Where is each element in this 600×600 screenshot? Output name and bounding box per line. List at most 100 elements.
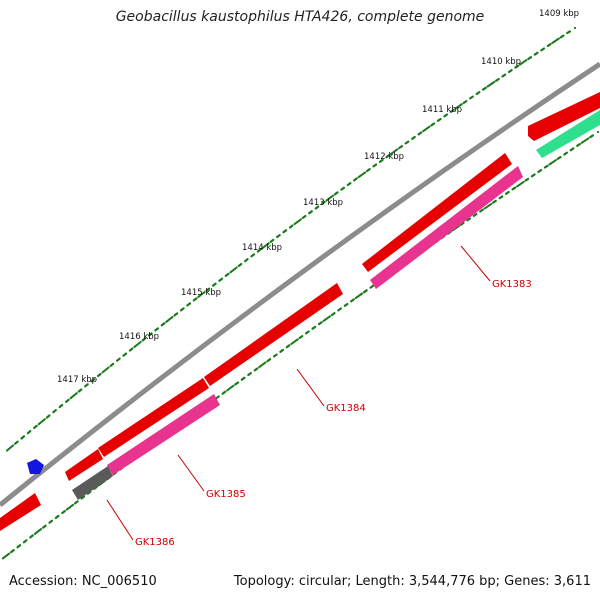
- inner-track-tick: [290, 338, 299, 345]
- inner-track-tick: [266, 358, 272, 363]
- inner-track-tick: [492, 199, 497, 204]
- blue-feature-marker[interactable]: [27, 459, 44, 474]
- ruler-tick: [141, 337, 147, 342]
- ruler-tick: [366, 168, 371, 173]
- cds-gk1383-reverse[interactable]: [370, 166, 523, 289]
- gene-leader-lines: [106, 245, 491, 541]
- inner-track-tick: [511, 186, 517, 191]
- inner-track-tick: [576, 143, 582, 147]
- cds-forward-1386[interactable]: [65, 449, 103, 481]
- leader-gk1385: [177, 454, 205, 492]
- inner-track-tick: [29, 534, 34, 539]
- cds-teal-reverse[interactable]: [536, 110, 600, 158]
- ruler-tick: [69, 392, 78, 400]
- inner-track-tick: [498, 195, 504, 200]
- ruler-label-1415: 1415 kbp: [181, 288, 221, 298]
- cds-forward-left[interactable]: [0, 493, 41, 531]
- ruler-tick: [518, 59, 528, 66]
- inner-track-tick: [363, 289, 368, 294]
- inner-track-tick: [343, 302, 349, 307]
- ruler-tick: [411, 135, 416, 140]
- inner-track-tick: [80, 495, 86, 500]
- ruler-tick: [148, 332, 153, 337]
- inner-track-tick: [516, 180, 525, 188]
- inner-track-tick: [563, 151, 569, 156]
- ruler-tick: [301, 214, 307, 219]
- gene-label-gk1385[interactable]: GK1385: [206, 489, 246, 500]
- ruler-label-1412: 1412 kbp: [364, 152, 404, 162]
- inner-track-tick: [73, 500, 79, 505]
- inner-track-tick: [350, 298, 355, 303]
- inner-track-tick: [279, 348, 285, 353]
- cds-forward-1385[interactable]: [98, 378, 209, 457]
- ruler-tick: [256, 248, 262, 253]
- ruler-tick: [398, 145, 403, 150]
- ruler-tick: [449, 108, 455, 113]
- inner-track-tick: [16, 544, 22, 549]
- ruler-tick: [462, 99, 468, 105]
- ruler-tick: [128, 347, 134, 352]
- inner-track-tick: [317, 321, 323, 326]
- ruler-tick: [179, 307, 185, 312]
- inner-track-tick: [330, 312, 336, 317]
- ruler-tick: [276, 234, 281, 239]
- cds-forward-1409[interactable]: [528, 92, 600, 141]
- ruler-tick: [333, 191, 339, 196]
- ruler-tick: [404, 140, 410, 145]
- ruler-tick: [205, 287, 211, 292]
- ruler-tick: [186, 302, 192, 307]
- cds-gk1385-reverse[interactable]: [107, 394, 220, 475]
- ruler-tick: [551, 37, 560, 44]
- ruler-label-1411: 1411 kbp: [422, 105, 462, 115]
- inner-track-tick: [272, 353, 278, 358]
- ruler-tick: [559, 34, 565, 39]
- inner-track-tick: [86, 490, 92, 495]
- ruler-label-1416: 1416 kbp: [119, 332, 159, 342]
- inner-track-tick: [305, 330, 310, 335]
- inner-track-tick: [589, 134, 595, 139]
- ruler-tick: [14, 440, 19, 445]
- ruler-tick: [482, 86, 487, 91]
- leader-gk1386: [106, 499, 134, 541]
- inner-track-tick: [543, 164, 549, 169]
- ruler-tick: [211, 282, 217, 287]
- cds-gk1383-forward[interactable]: [362, 153, 512, 272]
- ruler-tick: [52, 409, 57, 414]
- inner-track-tick: [524, 177, 530, 182]
- ruler-tick: [454, 103, 463, 110]
- ruler-tick: [501, 73, 507, 78]
- inner-track-tick: [530, 173, 536, 178]
- ruler-tick: [5, 444, 15, 452]
- inner-track-tick: [580, 137, 590, 144]
- ruler-label-1410: 1410 kbp: [481, 57, 521, 67]
- inner-track-tick: [311, 325, 317, 330]
- ruler-tick: [417, 131, 423, 136]
- ruler-tick: [218, 277, 224, 282]
- cds-gk1384-forward[interactable]: [204, 283, 343, 386]
- inner-track-tick: [65, 503, 75, 511]
- ruler-tick: [115, 357, 121, 362]
- ruler-tick: [77, 388, 83, 393]
- inner-track-tick: [48, 519, 54, 524]
- inner-track-tick: [41, 524, 47, 529]
- ruler-tick: [507, 69, 513, 74]
- ruler-tick: [45, 414, 51, 419]
- ruler-tick: [122, 352, 128, 357]
- gene-label-gk1383[interactable]: GK1383: [492, 279, 532, 290]
- gene-label-gk1386[interactable]: GK1386: [135, 537, 175, 548]
- ruler-tick: [469, 95, 474, 100]
- ruler-tick: [314, 205, 320, 210]
- gene-label-gk1384[interactable]: GK1384: [326, 403, 366, 414]
- ruler-tick: [224, 272, 230, 277]
- ruler-tick: [436, 117, 442, 122]
- ruler-tick: [282, 229, 288, 234]
- cds-gk1386-reverse[interactable]: [72, 466, 113, 500]
- ruler-tick: [197, 291, 206, 298]
- ruler-tick: [288, 224, 294, 229]
- inner-track-tick: [483, 202, 493, 210]
- inner-track-tick: [10, 548, 15, 554]
- ruler-labels: 1409 kbp 1410 kbp 1411 kbp 1412 kbp 1413…: [57, 9, 579, 385]
- ruler-tick: [443, 113, 449, 118]
- ruler-tick: [109, 362, 115, 367]
